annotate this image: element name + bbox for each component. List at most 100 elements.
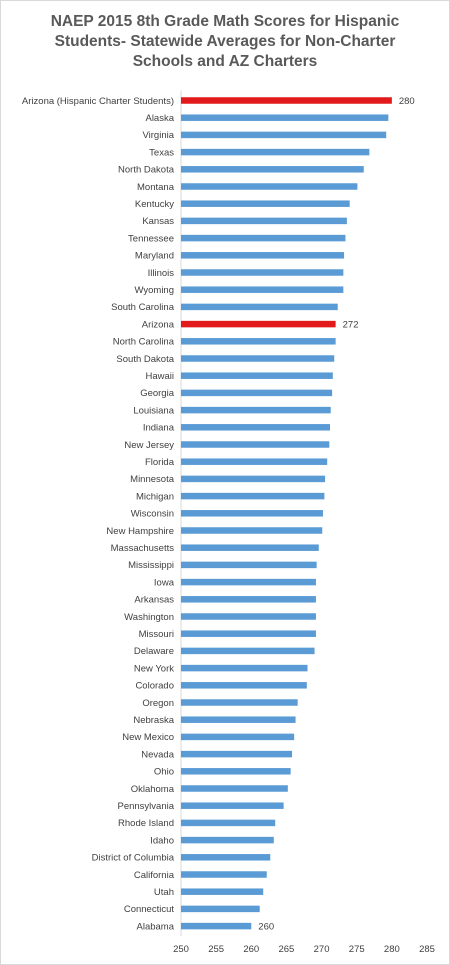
bar-delaware — [181, 647, 315, 655]
category-label-florida: Florida — [145, 457, 175, 468]
x-tick-label-275: 275 — [349, 944, 365, 955]
category-label-kentucky: Kentucky — [135, 199, 174, 210]
category-label-arizona: Arizona — [142, 319, 175, 330]
bar-connecticut — [181, 905, 260, 913]
bar-alaska — [181, 114, 389, 121]
bar-michigan — [181, 492, 325, 500]
bar-wyoming — [181, 286, 344, 293]
category-label-south-dakota: South Dakota — [116, 354, 174, 365]
category-label-new-jersey: New Jersey — [124, 440, 174, 451]
category-label-connecticut: Connecticut — [124, 904, 175, 915]
category-label-alabama: Alabama — [137, 921, 175, 932]
category-label-delaware: Delaware — [134, 646, 174, 657]
bar-kentucky — [181, 200, 350, 207]
category-label-wyoming: Wyoming — [134, 285, 174, 296]
chart-title-line-3: Schools and AZ Charters — [132, 53, 318, 70]
bar-tennessee — [181, 234, 346, 242]
chart-title-line-1: NAEP 2015 8th Grade Math Scores for Hisp… — [50, 13, 400, 30]
bar-rhode-island — [181, 819, 276, 827]
category-label-north-dakota: North Dakota — [118, 165, 175, 176]
category-label-arizona-hispanic-charter-students: Arizona (Hispanic Charter Students) — [22, 96, 174, 107]
category-label-colorado: Colorado — [135, 681, 174, 692]
category-label-north-carolina: North Carolina — [113, 337, 175, 348]
bar-north-dakota — [181, 166, 364, 173]
bar-illinois — [181, 269, 344, 276]
category-label-mississippi: Mississippi — [128, 560, 174, 571]
bar-minnesota — [181, 475, 326, 483]
x-tick-label-260: 260 — [243, 944, 259, 955]
x-tick-label-270: 270 — [314, 944, 330, 955]
bar-south-dakota — [181, 355, 335, 362]
category-label-hawaii: Hawaii — [145, 371, 174, 382]
category-label-new-mexico: New Mexico — [122, 732, 174, 743]
x-tick-label-255: 255 — [208, 944, 224, 955]
bar-arizona-hispanic-charter-students — [181, 97, 392, 104]
category-label-tennessee: Tennessee — [128, 233, 174, 244]
bar-kansas — [181, 217, 347, 225]
category-label-indiana: Indiana — [143, 423, 175, 434]
category-label-new-york: New York — [134, 663, 174, 674]
bar-hawaii — [181, 372, 333, 379]
category-label-minnesota: Minnesota — [130, 474, 175, 485]
bar-new-jersey — [181, 441, 330, 448]
bar-wisconsin — [181, 510, 323, 517]
category-label-pennsylvania: Pennsylvania — [117, 801, 174, 812]
bar-district-of-columbia — [181, 854, 271, 861]
bar-arkansas — [181, 596, 316, 603]
bar-georgia — [181, 389, 333, 397]
bar-missouri — [181, 630, 316, 637]
category-label-massachusetts: Massachusetts — [111, 543, 175, 554]
bar-ohio — [181, 768, 291, 775]
category-label-idaho: Idaho — [150, 835, 174, 846]
bar-new-mexico — [181, 733, 295, 741]
bar-mississippi — [181, 561, 317, 569]
category-label-virginia: Virginia — [142, 130, 174, 141]
chart-title: NAEP 2015 8th Grade Math Scores for Hisp… — [0, 12, 450, 72]
data-label-arizona: 272 — [343, 319, 359, 330]
bar-iowa — [181, 578, 316, 586]
chart-title-line-2: Students- Statewide Averages for Non-Cha… — [54, 33, 396, 50]
bar-louisiana — [181, 406, 331, 414]
bar-new-york — [181, 664, 308, 672]
category-label-maryland: Maryland — [135, 251, 174, 262]
category-label-alaska: Alaska — [145, 113, 174, 124]
bar-south-carolina — [181, 303, 338, 311]
category-label-kansas: Kansas — [142, 216, 174, 227]
bar-idaho — [181, 836, 274, 844]
category-label-missouri: Missouri — [139, 629, 174, 640]
bar-north-carolina — [181, 338, 336, 345]
category-label-utah: Utah — [154, 887, 174, 898]
bar-massachusetts — [181, 544, 319, 551]
bar-indiana — [181, 424, 331, 431]
category-label-montana: Montana — [137, 182, 175, 193]
bar-pennsylvania — [181, 802, 284, 809]
category-label-arkansas: Arkansas — [134, 595, 174, 606]
category-label-iowa: Iowa — [154, 577, 175, 588]
bar-california — [181, 871, 267, 878]
category-label-oregon: Oregon — [142, 698, 174, 709]
x-tick-label-265: 265 — [278, 944, 294, 955]
category-label-michigan: Michigan — [136, 491, 174, 502]
x-tick-label-250: 250 — [173, 944, 189, 955]
data-label-arizona-hispanic-charter-students: 280 — [399, 96, 415, 107]
bar-oregon — [181, 699, 298, 706]
category-label-wisconsin: Wisconsin — [131, 509, 174, 520]
category-label-illinois: Illinois — [148, 268, 175, 279]
category-label-south-carolina: South Carolina — [111, 302, 175, 313]
bar-arizona — [181, 320, 336, 328]
x-tick-label-280: 280 — [384, 944, 400, 955]
bar-alabama — [181, 922, 252, 930]
category-label-nebraska: Nebraska — [133, 715, 174, 726]
category-label-texas: Texas — [149, 147, 174, 158]
bar-washington — [181, 613, 316, 620]
category-label-georgia: Georgia — [140, 388, 175, 399]
bar-oklahoma — [181, 785, 288, 792]
bar-virginia — [181, 131, 387, 139]
bar-texas — [181, 148, 370, 156]
bar-florida — [181, 458, 328, 465]
category-label-california: California — [134, 870, 175, 881]
category-label-new-hampshire: New Hampshire — [106, 526, 174, 537]
bar-new-hampshire — [181, 527, 323, 534]
x-tick-label-285: 285 — [419, 944, 435, 955]
